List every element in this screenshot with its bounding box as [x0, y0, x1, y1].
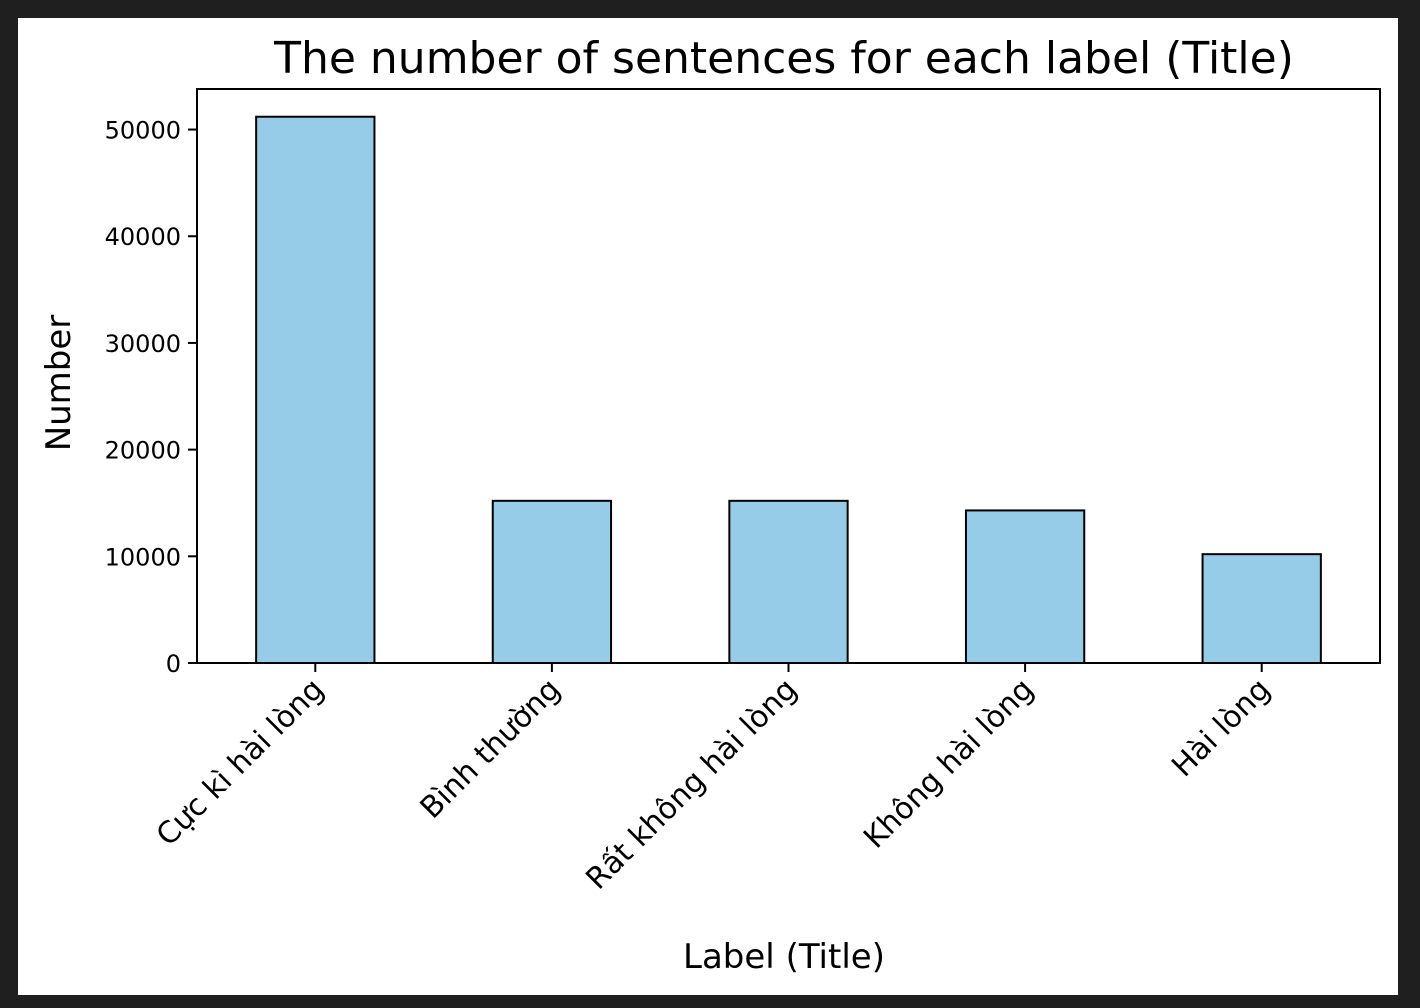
y-tick-label: 50000 [105, 117, 181, 145]
x-tick-label: Bình thường [414, 672, 568, 826]
x-tick-label: Rất không hài lòng [579, 672, 804, 897]
x-axis: Cực kì hài lòng Bình thường Rất không hài … [150, 663, 1277, 897]
y-axis-label: Number [39, 315, 79, 452]
bar-4 [1201, 553, 1322, 665]
y-tick-label: 20000 [105, 437, 181, 465]
bar-chart: The number of sentences for each label (… [39, 33, 1381, 977]
y-tick-label: 30000 [105, 330, 181, 358]
bar-0 [255, 115, 376, 664]
bar-3 [964, 509, 1086, 664]
y-tick-label: 0 [166, 650, 181, 678]
x-tick-label: Hài lòng [1165, 672, 1277, 784]
y-axis: 0 10000 20000 30000 40000 50000 [105, 117, 197, 678]
figure-panel: The number of sentences for each label (… [18, 18, 1398, 995]
y-tick-label: 10000 [105, 543, 181, 571]
bars-group [255, 115, 1322, 665]
x-tick-label: Cực kì hài lòng [150, 672, 331, 853]
y-tick-label: 40000 [105, 223, 181, 251]
x-axis-label: Label (Title) [683, 937, 885, 977]
x-tick-label: Không hài lòng [857, 672, 1041, 856]
bar-1 [491, 499, 613, 665]
chart-title: The number of sentences for each label (… [273, 33, 1294, 84]
bar-2 [728, 499, 849, 665]
